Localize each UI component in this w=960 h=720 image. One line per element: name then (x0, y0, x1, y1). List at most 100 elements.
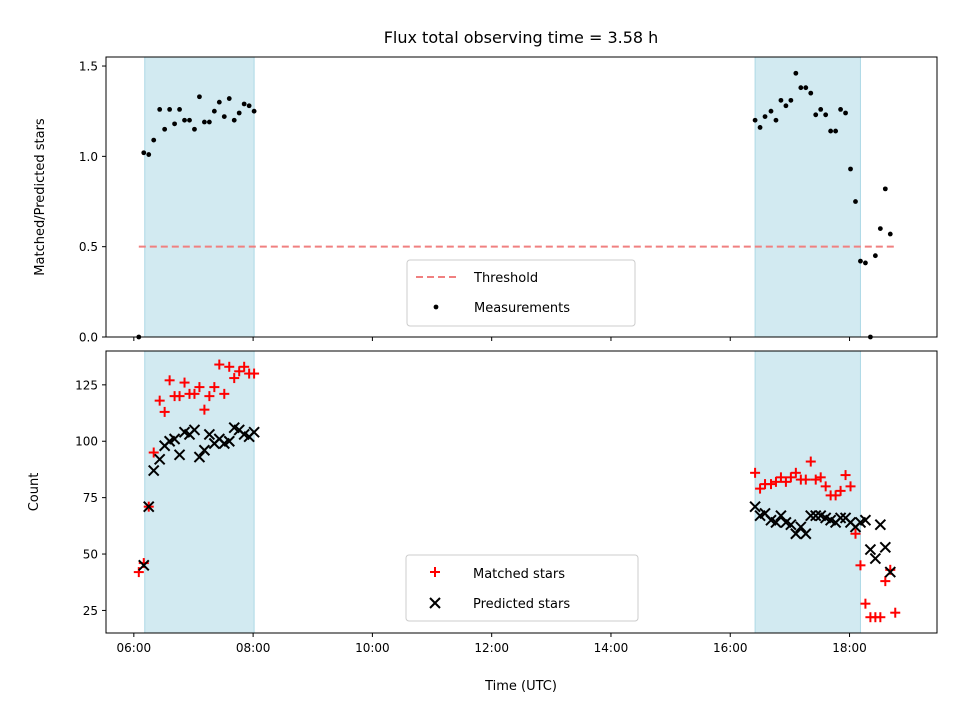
matched-star-point (775, 472, 786, 483)
shaded-interval-1 (144, 350, 255, 634)
measurement-point (151, 137, 157, 143)
measurement-point (202, 119, 207, 125)
matched-star-point (239, 361, 250, 372)
bottom-shaded-intervals (144, 350, 861, 634)
matched-star-point (204, 391, 215, 402)
predicted-star-point (749, 500, 761, 513)
predicted-star-point (198, 444, 211, 456)
predicted-star-point (223, 435, 235, 447)
matched-star-point (855, 560, 866, 571)
matched-star-point (189, 388, 200, 399)
matched-star-point (159, 406, 170, 417)
measurement-point (162, 126, 168, 132)
top-axes-frame (105, 56, 938, 338)
predicted-star-point (153, 453, 166, 465)
matched-star-point (179, 377, 190, 388)
legend-matched-swatch (430, 567, 440, 577)
top-shaded-intervals (144, 56, 861, 338)
measurement-point (803, 85, 809, 91)
measurement-point (768, 108, 774, 114)
matched-star-point (194, 382, 205, 393)
matched-star-point (790, 467, 801, 478)
bottom-axes-frame (105, 350, 938, 634)
predicted-star-point (884, 566, 896, 578)
predicted-star-point (173, 449, 186, 461)
measurement-point (752, 117, 758, 123)
top-ylabel: Matched/Predicted stars (33, 118, 48, 276)
measurement-point (236, 110, 242, 116)
matched-star-point (860, 598, 871, 609)
matched-star-point (805, 456, 816, 467)
measurement-point (808, 90, 814, 96)
predicted-star-point (775, 509, 787, 522)
measurement-point (783, 103, 789, 109)
bottom-xtick-label: 12:00 (474, 641, 509, 655)
measurement-point (167, 106, 173, 112)
predicted-star-point (879, 541, 892, 553)
bottom-ylabel: Count (27, 473, 42, 512)
predicted-star-point (193, 451, 206, 463)
predicted-star-point (770, 516, 782, 529)
matched-star-point (234, 366, 245, 377)
measurement-point (226, 96, 232, 101)
predicted-star-point (869, 552, 882, 565)
measurement-point (172, 121, 177, 127)
measurement-point (843, 110, 848, 116)
matched-star-point (133, 567, 144, 578)
bottom-ytick-label: 75 (83, 491, 98, 505)
bottom-ytick-label: 125 (75, 378, 98, 392)
legend-measurements-swatch (433, 304, 439, 310)
legend-measurements-label: Measurements (474, 301, 570, 316)
measurement-point (192, 126, 197, 132)
measurement-point (197, 94, 202, 100)
measurement-point (146, 152, 152, 157)
bottom-xtick-label: 18:00 (832, 641, 867, 655)
measurement-point (182, 117, 187, 123)
bottom-axis-ticks: 25 50 75 100 125 06:00 08:00 10:00 12:00 14:00 16:… (75, 378, 867, 655)
bottom-xtick-label: 14:00 (594, 641, 629, 655)
bottom-legend-box (405, 554, 639, 622)
predicted-star-point (864, 543, 877, 556)
measurement-point (788, 97, 794, 103)
matched-star-point (835, 485, 846, 496)
matched-star-point (830, 490, 841, 501)
matched-star-point (219, 388, 230, 399)
matched-star-point (815, 472, 826, 483)
matched-star-point (880, 576, 891, 587)
matched-star-point (214, 359, 225, 370)
measurement-point (877, 226, 883, 232)
predicted-star-point (143, 500, 155, 513)
shaded-interval-2 (754, 350, 861, 634)
measurement-point (157, 106, 163, 112)
top-legend-box (406, 259, 636, 327)
top-ytick-label: 0.0 (79, 331, 98, 345)
top-ytick-label: 0.5 (79, 240, 98, 254)
measurement-point (858, 258, 863, 264)
shaded-interval-2 (754, 56, 861, 338)
matched-star-point (800, 474, 811, 485)
predicted-star-point (168, 433, 181, 445)
chart-title: Flux total observing time = 3.58 h (384, 28, 659, 47)
matched-star-point (810, 474, 821, 485)
bottom-xtick-label: 06:00 (117, 641, 152, 655)
matched-star-point (148, 447, 159, 458)
matched-star-point (224, 361, 235, 372)
legend-predicted-label: Predicted stars (473, 597, 570, 612)
measurement-point (813, 112, 819, 118)
top-ytick-label: 1.5 (79, 60, 98, 74)
predicted-star-point (805, 509, 817, 522)
bottom-xlabel: Time (UTC) (484, 679, 557, 694)
measurement-point (773, 117, 779, 123)
matched-star-point (249, 368, 260, 379)
bottom-legend: Matched stars Predicted stars (405, 554, 639, 622)
predicted-star-point (834, 512, 847, 524)
measurement-point (793, 70, 799, 76)
matched-star-point (209, 382, 220, 393)
measurement-point (246, 103, 252, 109)
measurement-point (231, 117, 237, 123)
matched-star-point (164, 375, 175, 386)
measurement-point (798, 85, 804, 91)
measurement-point (887, 231, 893, 237)
measurement-point (187, 117, 192, 123)
